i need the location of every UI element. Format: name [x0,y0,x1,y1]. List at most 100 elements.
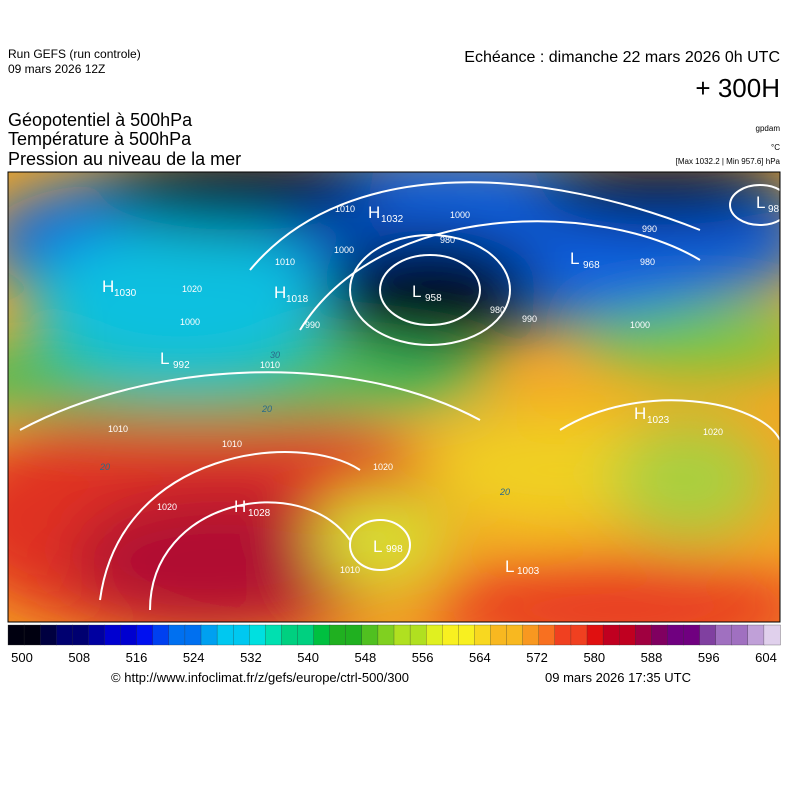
map-frame [7,171,781,623]
center: H [102,277,114,296]
colorbar-cell [40,624,57,646]
colorbar-cell [458,624,476,646]
colorbar-cell [136,624,154,646]
colorbar-cell [281,624,299,646]
issued-time: 09 mars 2026 17:35 UTC [545,670,691,685]
unit: gpdam [756,124,781,133]
unit: °C [771,143,780,152]
center: L [412,282,421,301]
colorbar-cell [184,624,202,646]
run: Run GEFS (run controle) [8,47,141,61]
isobar-label: 1010 [335,204,355,214]
isobar-label: 990 [305,320,320,330]
center: L [570,249,579,268]
colorbar-cell [747,624,765,646]
colorbar-cell [651,624,669,646]
map [8,172,780,622]
center: L [373,537,382,556]
colorbar-label: 564 [469,650,491,665]
colorbar-cell [602,624,620,646]
isobar-label: 1010 [340,565,360,575]
center: H [634,404,646,423]
colorbar-cell [345,624,363,646]
colorbar-cell [635,624,652,646]
isobar-label: 1000 [334,245,354,255]
center-value: 1023 [647,415,670,426]
colorbar-cell [168,624,186,646]
center-value: 992 [173,360,190,371]
colorbar-cell [763,624,781,646]
center: H [368,203,380,222]
colorbar-cell [297,624,315,646]
colorbar-cell [72,624,90,646]
temperature-label: 20 [499,487,510,497]
center-value: 1032 [381,214,404,225]
center: H [274,283,286,302]
field: Pression au niveau de la mer [8,149,241,169]
colorbar-label: 604 [755,650,777,665]
colorbar-cell [216,624,234,646]
colorbar-cell [586,624,604,646]
colorbar-cell [104,624,122,646]
source-url[interactable]: © http://www.infoclimat.fr/z/gefs/europe… [111,670,409,685]
colorbar-cell [7,624,25,646]
colorbar-cell [265,624,283,646]
isobar-label: 1010 [275,257,295,267]
colorbar-cell [667,624,685,646]
colorbar-label: 580 [583,650,605,665]
colorbar-cell [506,624,524,646]
isobar-label: 1020 [373,462,393,472]
colorbar-cell [152,624,170,646]
colorbar-cell [522,624,540,646]
center-value: 998 [386,544,403,555]
field: Géopotentiel à 500hPa [8,110,193,130]
colorbar-label: 548 [355,650,377,665]
isobar-label: 1020 [157,502,177,512]
temperature-label: 20 [99,462,110,472]
center-value: 1030 [114,288,137,299]
temperature-label: 30 [270,350,280,360]
colorbar-cell [120,624,138,646]
colorbar-cell [393,624,411,646]
center-value: 98 [768,204,780,215]
colorbar-cell [200,624,218,646]
colorbar-cell [683,624,701,646]
colorbar-cell [731,624,749,646]
colorbar-cell [474,624,492,646]
colorbar-cell [409,624,427,646]
unit: [Max 1032.2 | Min 957.6] hPa [676,157,781,166]
colorbar-cell [329,624,347,646]
run-date: 09 mars 2026 12Z [8,62,105,76]
colorbar-cell [426,624,443,646]
isobar-label: 980 [640,257,655,267]
isobar-label: 1000 [450,210,470,220]
colorbar-cell [715,624,733,646]
center: H [234,497,246,516]
colorbar-label: 572 [526,650,548,665]
center: L [505,557,514,576]
colorbar-label: 500 [11,650,33,665]
isobar-label: 1020 [182,284,202,294]
isobar-label: 1000 [630,320,650,330]
center-value: 1018 [286,294,309,305]
echeance: Echéance : dimanche 22 mars 2026 0h UTC [464,49,780,66]
colorbar: 500 508 516 524 532 540 548 556 564 572 580 588 596 6… [7,624,781,665]
isobar-label: 1010 [260,360,280,370]
isobar-label: 990 [522,314,537,324]
colorbar-cell [699,624,717,646]
colorbar-cell [619,624,636,646]
isobar-label: 990 [642,224,657,234]
center: L [756,193,765,212]
isobar-label: 980 [490,305,505,315]
colorbar-cell [249,624,266,646]
colorbar-cell [233,624,250,646]
colorbar-cell [56,624,73,646]
colorbar-cell [361,624,379,646]
colorbar-cell [377,624,395,646]
isobar-label: 1020 [703,427,723,437]
colorbar-label: 540 [297,650,319,665]
isobar-label: 1010 [222,439,242,449]
colorbar-cell [554,624,572,646]
colorbar-label: 588 [641,650,663,665]
